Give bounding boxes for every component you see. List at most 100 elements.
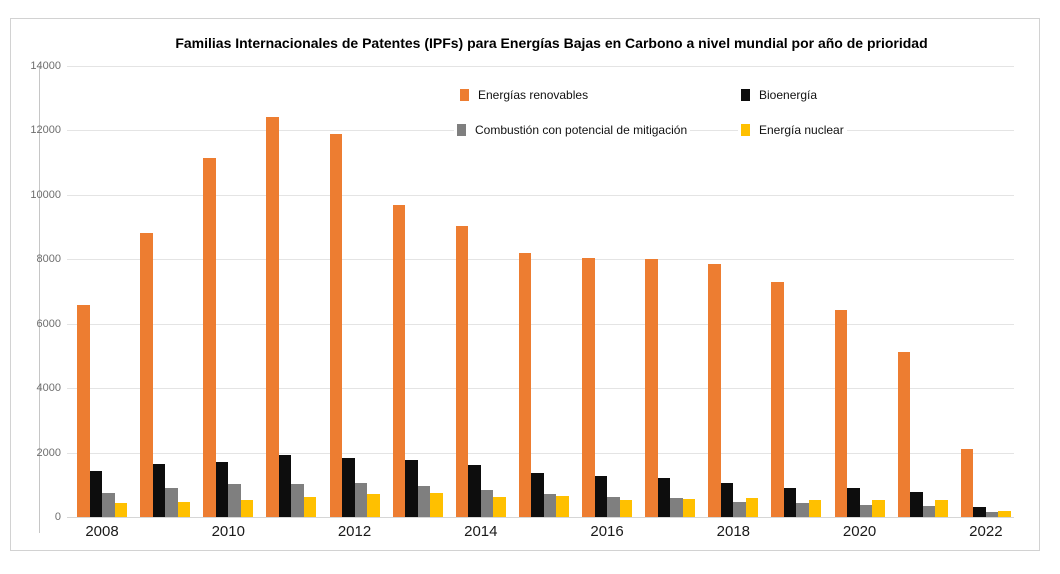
bar-2017-bioenerg-a	[657, 478, 671, 517]
x-tick-label-2012: 2012	[337, 523, 372, 540]
bar-2011-energ-a-nuclear	[303, 497, 317, 517]
y-tick-label-0: 0	[54, 511, 61, 523]
gridline-6000	[67, 323, 1014, 325]
gridline-14000	[67, 66, 1014, 67]
bar-2014-combusti-n-con-potencial-de-mitigaci-n	[480, 489, 494, 517]
bar-2021-bioenerg-a	[910, 491, 923, 517]
bar-group-2008	[77, 66, 127, 517]
legend-swatch-icon	[741, 89, 750, 101]
gridline-2000	[67, 452, 1014, 454]
bar-group-2022	[960, 66, 1011, 517]
bar-2018-combusti-n-con-potencial-de-mitigaci-n	[733, 501, 746, 517]
bar-2020-combusti-n-con-potencial-de-mitigaci-n	[859, 505, 873, 517]
bar-2012-energ-a-nuclear	[367, 494, 380, 517]
bar-2015-combusti-n-con-potencial-de-mitigaci-n	[543, 493, 557, 517]
y-tick-label-14000: 14000	[30, 60, 61, 72]
x-axis-line	[67, 517, 1014, 518]
bar-2009-energ-a-nuclear	[177, 502, 191, 517]
legend-swatch-icon	[741, 124, 750, 136]
bar-group-2011	[266, 66, 317, 517]
bar-2022-energ-a-nuclear	[998, 510, 1011, 517]
bar-group-2020	[834, 66, 885, 517]
legend-swatch-icon	[457, 124, 466, 136]
x-tick-label-2008: 2008	[85, 523, 119, 540]
y-tick-label-6000: 6000	[36, 317, 61, 330]
bar-2008-energ-as-renovables	[77, 305, 90, 517]
bar-2010-energ-as-renovables	[203, 157, 216, 517]
bar-2018-bioenerg-a	[720, 483, 734, 517]
plot-area	[67, 66, 1014, 518]
legend-label: Energía nuclear	[759, 123, 844, 137]
x-tick-label-2016: 2016	[590, 523, 624, 540]
y-tick-label-2000: 2000	[36, 446, 61, 459]
bar-2013-bioenerg-a	[405, 459, 418, 517]
bar-2014-energ-as-renovables	[455, 226, 469, 517]
bar-2014-energ-a-nuclear	[493, 497, 506, 517]
bar-2014-bioenerg-a	[468, 464, 481, 517]
x-tick-label-2018: 2018	[716, 523, 751, 540]
bar-2008-energ-a-nuclear	[114, 503, 127, 517]
gridline-4000	[67, 388, 1014, 390]
bar-group-2019	[771, 66, 822, 517]
bar-2019-energ-a-nuclear	[808, 499, 822, 517]
bar-2012-combusti-n-con-potencial-de-mitigaci-n	[354, 482, 368, 517]
bar-2010-combusti-n-con-potencial-de-mitigaci-n	[228, 484, 241, 517]
x-tick-label-2020: 2020	[842, 523, 877, 540]
bar-2009-combusti-n-con-potencial-de-mitigaci-n	[165, 488, 178, 517]
bar-2011-combusti-n-con-potencial-de-mitigaci-n	[291, 484, 304, 517]
bar-2019-energ-as-renovables	[771, 281, 784, 517]
bar-2016-energ-as-renovables	[582, 258, 595, 517]
gridline-8000	[67, 259, 1014, 261]
bar-2008-combusti-n-con-potencial-de-mitigaci-n	[102, 492, 115, 517]
y-tick-label-10000: 10000	[30, 188, 61, 201]
y-tick-label-12000: 12000	[30, 124, 61, 137]
bar-2021-energ-a-nuclear	[935, 500, 948, 517]
bar-2022-energ-as-renovables	[960, 449, 974, 517]
bar-2022-combusti-n-con-potencial-de-mitigaci-n	[985, 511, 999, 517]
bar-2018-energ-as-renovables	[708, 264, 721, 517]
bar-2017-energ-a-nuclear	[682, 498, 696, 517]
bar-group-2015	[518, 66, 569, 517]
y-tick-label-4000: 4000	[36, 382, 61, 395]
bar-group-2017	[645, 66, 696, 517]
bar-2021-combusti-n-con-potencial-de-mitigaci-n	[922, 506, 936, 517]
legend-label: Combustión con potencial de mitigación	[475, 123, 688, 137]
bar-2019-bioenerg-a	[783, 488, 797, 517]
bar-2011-energ-as-renovables	[266, 116, 279, 517]
bar-2013-energ-a-nuclear	[430, 493, 443, 517]
legend-item-energ-a-nuclear: Energía nuclear	[738, 122, 847, 138]
bar-2016-bioenerg-a	[594, 476, 608, 517]
bar-2020-energ-as-renovables	[834, 309, 848, 517]
x-tick-label-2014: 2014	[464, 523, 498, 540]
bar-2017-energ-as-renovables	[645, 258, 658, 517]
chart-frame: Familias Internacionales de Patentes (IP…	[10, 18, 1040, 551]
legend-label: Bioenergía	[759, 88, 818, 102]
x-tick-label-2010: 2010	[211, 523, 245, 540]
legend-swatch-icon	[460, 89, 469, 101]
bar-group-2012	[329, 66, 380, 517]
y-axis-line	[39, 66, 40, 533]
bar-2008-bioenerg-a	[89, 470, 102, 517]
x-tick-label-2022: 2022	[969, 523, 1003, 540]
bar-group-2014	[455, 66, 506, 517]
bar-group-2018	[708, 66, 759, 517]
bar-2013-combusti-n-con-potencial-de-mitigaci-n	[417, 486, 431, 517]
bar-2009-energ-as-renovables	[140, 232, 153, 517]
bar-2021-energ-as-renovables	[897, 352, 911, 517]
legend-item-bioenerg-a: Bioenergía	[738, 87, 821, 103]
bar-2020-bioenerg-a	[847, 488, 860, 517]
bar-2015-bioenerg-a	[531, 472, 544, 517]
bar-2016-combusti-n-con-potencial-de-mitigaci-n	[607, 496, 620, 517]
bar-2011-bioenerg-a	[278, 455, 292, 517]
bar-2010-bioenerg-a	[215, 462, 229, 517]
bar-2019-combusti-n-con-potencial-de-mitigaci-n	[796, 503, 809, 517]
bar-2010-energ-a-nuclear	[240, 500, 254, 517]
bar-2016-energ-a-nuclear	[619, 499, 633, 517]
bar-2018-energ-a-nuclear	[745, 498, 759, 517]
bar-2009-bioenerg-a	[152, 463, 166, 517]
bar-group-2013	[392, 66, 443, 517]
legend-item-energ-as-renovables: Energías renovables	[457, 87, 592, 103]
bar-2022-bioenerg-a	[973, 507, 986, 517]
bar-2020-energ-a-nuclear	[872, 499, 885, 517]
